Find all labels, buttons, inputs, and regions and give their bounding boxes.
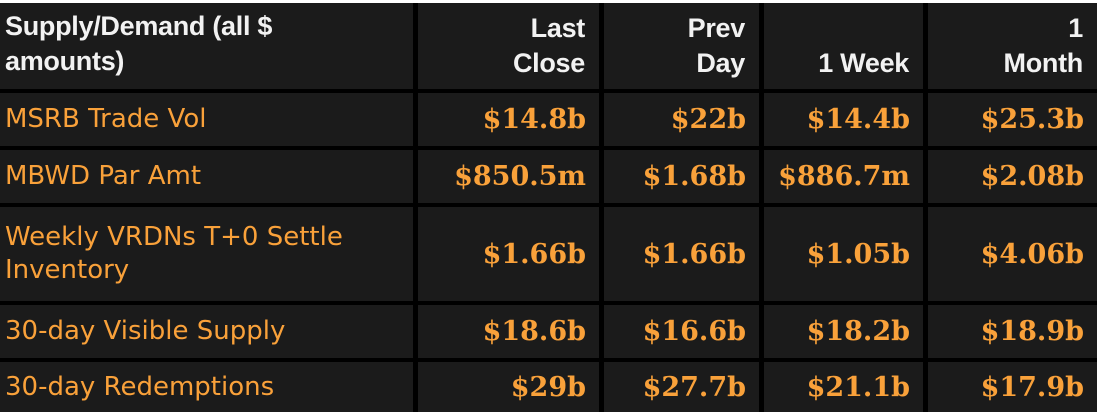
- header-1-month: 1 Month: [928, 3, 1097, 89]
- row-label-mbwd-par-amt: MBWD Par Amt: [0, 150, 413, 203]
- header-1-week: 1 Week: [764, 3, 923, 89]
- value-msrb-1-week: $14.4b: [764, 93, 923, 146]
- value-vrdns-1-week: $1.05b: [764, 207, 923, 301]
- value-mbwd-prev-day: $1.68b: [604, 150, 759, 203]
- row-label-redemptions: 30-day Redemptions: [0, 362, 413, 412]
- value-visible-supply-1-week: $18.2b: [764, 305, 923, 358]
- value-msrb-last-close: $14.8b: [418, 93, 599, 146]
- value-msrb-1-month: $25.3b: [928, 93, 1097, 146]
- value-visible-supply-last-close: $18.6b: [418, 305, 599, 358]
- value-vrdns-1-month: $4.06b: [928, 207, 1097, 301]
- value-mbwd-1-week: $886.7m: [764, 150, 923, 203]
- header-prev-day: Prev Day: [604, 3, 759, 89]
- row-label-visible-supply: 30-day Visible Supply: [0, 305, 413, 358]
- value-mbwd-1-month: $2.08b: [928, 150, 1097, 203]
- value-redemptions-1-month: $17.9b: [928, 362, 1097, 412]
- header-last-close: Last Close: [418, 3, 599, 89]
- row-label-msrb-trade-vol: MSRB Trade Vol: [0, 93, 413, 146]
- header-supply-demand: Supply/Demand (all $ amounts): [0, 3, 413, 89]
- supply-demand-table: Supply/Demand (all $ amounts) Last Close…: [0, 3, 1097, 412]
- value-redemptions-last-close: $29b: [418, 362, 599, 412]
- value-vrdns-prev-day: $1.66b: [604, 207, 759, 301]
- value-msrb-prev-day: $22b: [604, 93, 759, 146]
- value-visible-supply-1-month: $18.9b: [928, 305, 1097, 358]
- value-vrdns-last-close: $1.66b: [418, 207, 599, 301]
- row-label-weekly-vrdns: Weekly VRDNs T+0 Settle Inventory: [0, 207, 413, 301]
- value-visible-supply-prev-day: $16.6b: [604, 305, 759, 358]
- value-mbwd-last-close: $850.5m: [418, 150, 599, 203]
- value-redemptions-prev-day: $27.7b: [604, 362, 759, 412]
- value-redemptions-1-week: $21.1b: [764, 362, 923, 412]
